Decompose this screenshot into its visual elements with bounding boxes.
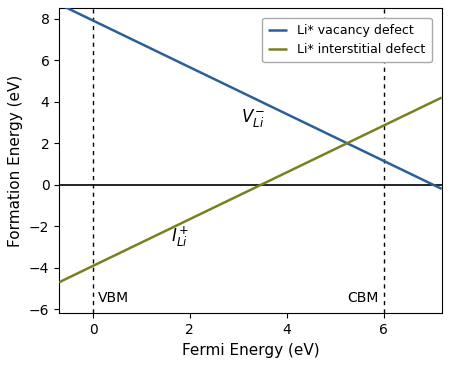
Text: CBM: CBM [347, 291, 379, 305]
X-axis label: Fermi Energy (eV): Fermi Energy (eV) [182, 343, 319, 358]
Text: I$_{Li}^+$: I$_{Li}^+$ [171, 224, 189, 249]
Text: VBM: VBM [98, 291, 129, 305]
Legend: Li* vacancy defect, Li* interstitial defect: Li* vacancy defect, Li* interstitial def… [262, 18, 432, 62]
Y-axis label: Formation Energy (eV): Formation Energy (eV) [9, 75, 23, 247]
Text: V$^-_{Li}$: V$^-_{Li}$ [241, 107, 265, 129]
